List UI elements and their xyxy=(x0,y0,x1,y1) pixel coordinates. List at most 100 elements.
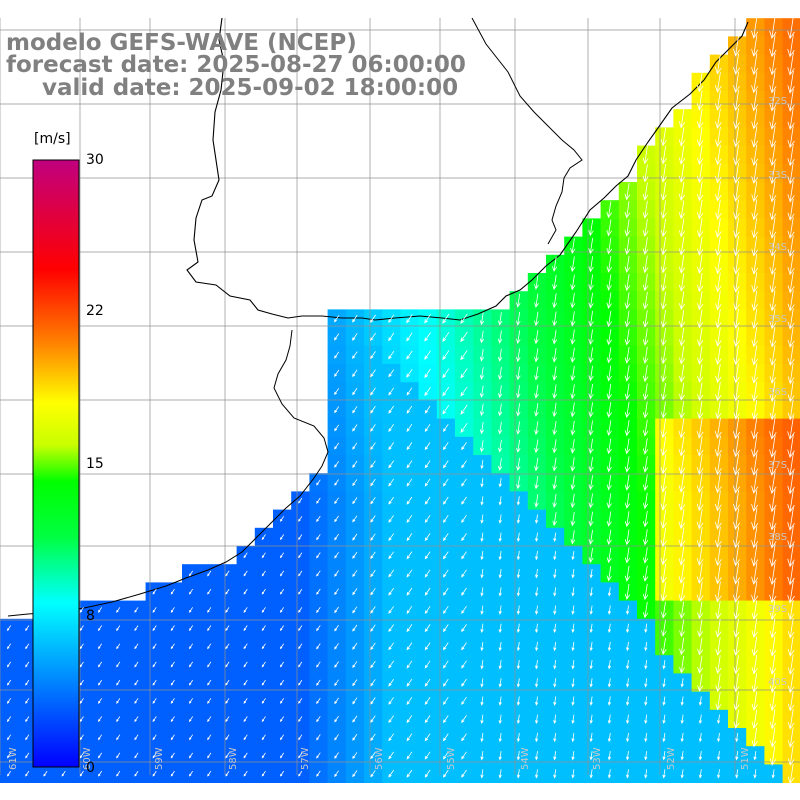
wind-arrow xyxy=(751,326,759,348)
wind-arrow xyxy=(552,384,558,399)
wind-arrow xyxy=(733,181,740,202)
wind-arrow xyxy=(733,199,740,221)
wind-arrow xyxy=(388,715,395,724)
wind-arrow xyxy=(769,691,777,712)
wind-arrow xyxy=(170,643,175,650)
wind-arrow xyxy=(461,460,467,469)
wind-arrow xyxy=(134,734,139,741)
longitude-label: 58W xyxy=(228,747,239,770)
wind-arrow xyxy=(715,600,722,620)
wind-arrow xyxy=(498,385,503,399)
wind-arrow xyxy=(571,769,575,779)
wind-arrow xyxy=(298,534,303,541)
wind-arrow xyxy=(588,402,594,418)
wind-arrow xyxy=(733,290,740,311)
wind-arrow xyxy=(660,218,667,238)
wind-arrow xyxy=(571,751,575,761)
wind-arrow xyxy=(552,366,558,381)
wind-arrow xyxy=(680,732,684,743)
wind-arrow xyxy=(787,253,795,276)
wind-arrow xyxy=(678,236,686,256)
wind-arrow xyxy=(769,89,777,112)
wind-arrow xyxy=(316,734,321,741)
wind-arrow xyxy=(642,310,649,328)
wind-arrow xyxy=(678,145,686,165)
wind-arrow xyxy=(152,716,157,723)
wind-arrow xyxy=(116,770,121,777)
wind-arrow xyxy=(751,180,759,203)
wind-arrow xyxy=(787,745,795,767)
wind-arrow xyxy=(298,698,303,704)
wind-arrow xyxy=(442,696,449,705)
wind-arrow xyxy=(388,551,395,560)
wind-arrow xyxy=(279,770,285,777)
wind-arrow xyxy=(717,714,721,725)
wind-arrow xyxy=(334,679,339,687)
wind-arrow xyxy=(225,734,230,741)
wind-arrow xyxy=(624,492,631,509)
wind-arrow xyxy=(279,734,285,741)
wind-arrow xyxy=(370,424,376,432)
wind-arrow xyxy=(534,311,539,327)
wind-arrow xyxy=(388,423,395,432)
wind-arrow xyxy=(498,403,503,417)
wind-arrow xyxy=(733,581,741,603)
wind-arrow xyxy=(79,752,84,759)
wind-arrow xyxy=(316,588,321,595)
wind-arrow xyxy=(516,421,521,435)
wind-arrow xyxy=(624,547,631,564)
wind-arrow xyxy=(553,751,557,761)
wind-arrow xyxy=(334,715,339,723)
colorbar-tick-15: 15 xyxy=(86,456,104,472)
wind-arrow xyxy=(588,292,594,309)
wind-arrow xyxy=(442,715,449,724)
wind-arrow xyxy=(461,533,467,542)
longitude-label: 57W xyxy=(300,747,311,770)
wind-arrow xyxy=(152,734,157,741)
wind-arrow xyxy=(732,435,741,458)
wind-arrow xyxy=(442,533,449,542)
wind-arrow xyxy=(424,569,431,578)
wind-arrow xyxy=(570,493,576,509)
wind-arrow xyxy=(352,661,358,669)
wind-arrow xyxy=(624,383,631,401)
wind-arrow xyxy=(678,417,686,439)
wind-arrow xyxy=(570,274,576,291)
wind-arrow xyxy=(516,514,521,524)
wind-arrow xyxy=(298,588,303,595)
title-forecast-date: forecast date: 2025-08-27 06:00:00 xyxy=(6,52,466,78)
wind-arrow xyxy=(589,569,593,579)
wind-arrow xyxy=(134,770,139,777)
wind-arrow xyxy=(624,237,631,255)
wind-arrow xyxy=(424,386,431,397)
wind-arrow xyxy=(589,696,593,706)
wind-arrow xyxy=(679,346,686,365)
wind-arrow xyxy=(316,643,321,650)
wind-arrow xyxy=(751,508,759,531)
wind-arrow xyxy=(626,714,630,725)
wind-arrow xyxy=(6,643,12,650)
longitude-label: 60W xyxy=(82,747,93,770)
wind-arrow xyxy=(442,478,449,487)
latitude-label: 34S xyxy=(768,242,787,253)
wind-arrow xyxy=(424,642,431,651)
wind-arrow xyxy=(588,456,594,473)
wind-arrow xyxy=(406,715,413,724)
wind-arrow xyxy=(225,770,230,777)
wind-arrow xyxy=(733,345,740,366)
wind-arrow xyxy=(406,478,413,487)
wind-arrow xyxy=(243,661,248,668)
wind-arrow xyxy=(370,660,376,669)
wind-arrow xyxy=(388,697,395,705)
wind-arrow xyxy=(352,406,358,414)
wind-arrow xyxy=(698,769,703,779)
wind-arrow xyxy=(642,383,649,401)
wind-arrow xyxy=(696,163,704,184)
wind-arrow xyxy=(552,439,558,454)
wind-arrow xyxy=(588,548,594,564)
wind-arrow xyxy=(626,678,630,688)
wind-arrow xyxy=(352,752,358,760)
wind-arrow xyxy=(25,625,30,632)
wind-arrow xyxy=(461,551,467,560)
wind-arrow xyxy=(116,734,121,741)
